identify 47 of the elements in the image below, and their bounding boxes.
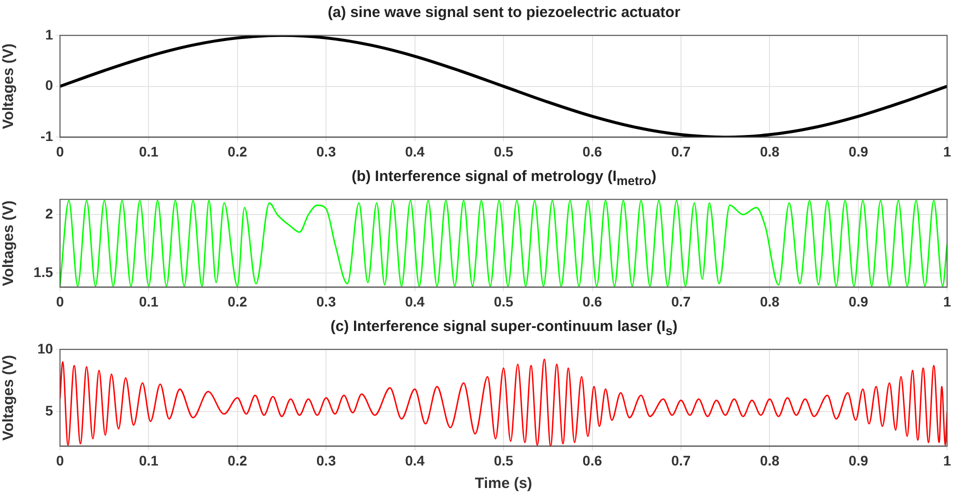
x-tick-label: 0.1 [138,452,159,468]
y-axis-title: Voltages (V) [0,44,18,130]
y-tick-label: -1 [40,128,54,144]
y-tick-label: 10 [37,340,54,356]
x-tick-label: 0.8 [760,452,780,468]
x-tick-label: 0.3 [316,293,336,310]
x-tick-label: 0.5 [494,293,514,310]
y-tick-label: 2 [45,205,54,222]
x-tick-label: 0.6 [582,293,602,310]
x-tick-label: 0.3 [316,452,336,468]
x-tick-label: 0.7 [671,293,691,310]
x-tick-label: 0.1 [138,143,159,160]
x-tick-label: 0.4 [405,293,425,310]
x-tick-label: 0.5 [494,143,514,160]
x-tick-label: 0.2 [228,293,248,310]
y-axis-title: Voltages (V) [0,200,18,286]
y-tick-label: 1.5 [34,264,54,280]
x-axis-title: Time (s) [474,475,532,492]
x-tick-label: 0.3 [316,143,336,160]
x-tick-label: 0.9 [848,452,868,468]
y-tick-label: 1 [45,26,54,42]
x-tick-label: 0.2 [228,452,248,468]
x-tick-label: 0.8 [760,293,780,310]
x-tick-label: 0.7 [671,452,691,468]
x-tick-label: 0.5 [494,452,514,468]
chart-title: (c) Interference signal super-continuum laser (I$_{s}$) [329,318,679,338]
x-tick-label: 0.7 [671,143,691,160]
x-tick-label: 0.6 [582,143,602,160]
x-tick-label: 0.1 [138,293,159,310]
x-tick-label: 0.9 [848,143,868,160]
x-tick-label: 0 [56,143,64,160]
x-tick-label: 1 [943,293,952,310]
x-tick-label: 1 [943,143,952,160]
x-tick-label: 0 [56,452,64,468]
x-tick-label: 0 [56,293,64,310]
x-tick-label: 0.8 [760,143,780,160]
chart-title: (a) sine wave signal sent to piezoelectric actuator [326,4,682,21]
x-tick-label: 0.2 [228,143,248,160]
y-tick-label: 5 [45,402,54,418]
chart-title: (b) Interference signal of metrology (I$_{metro}$) [350,168,658,188]
x-tick-label: 1 [943,452,952,468]
x-tick-label: 0.6 [582,452,602,468]
y-tick-label: 0 [45,77,54,94]
x-tick-label: 0.9 [848,293,868,310]
x-tick-label: 0.4 [405,143,425,160]
y-axis-title: Voltages (V) [0,355,18,441]
x-tick-label: 0.4 [405,452,425,468]
